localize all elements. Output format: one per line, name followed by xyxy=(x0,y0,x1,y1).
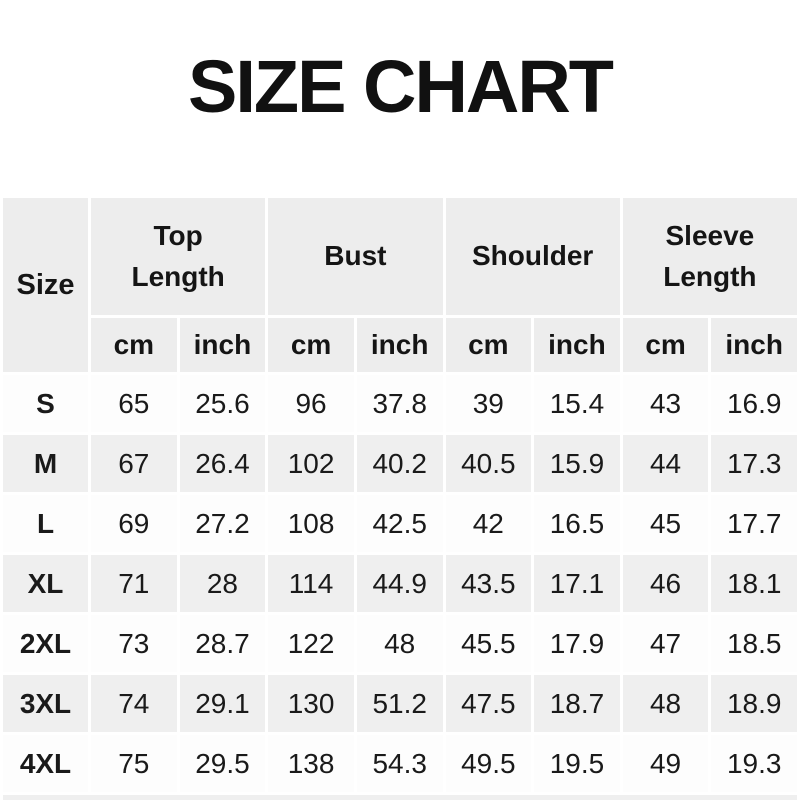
table-cell: 28.7 xyxy=(179,615,266,672)
row-size-label: M xyxy=(3,435,88,492)
table-cell: 130 xyxy=(268,675,354,732)
table-cell: 47.5 xyxy=(445,675,532,732)
table-cell: 29.1 xyxy=(179,675,266,732)
table-cell: 27.2 xyxy=(179,495,266,552)
table-cell: 51.2 xyxy=(356,675,443,732)
unit-header-bust-cm: cm xyxy=(268,318,354,372)
unit-header-sleeve-length-inch: inch xyxy=(711,318,797,372)
table-cell: 48 xyxy=(622,675,709,732)
table-cell: 43.5 xyxy=(445,555,532,612)
row-size-label: XL xyxy=(3,555,88,612)
table-cell: 42 xyxy=(445,495,532,552)
column-header-bust: Bust xyxy=(268,198,443,315)
row-size-label: S xyxy=(3,375,88,432)
column-header-shoulder: Shoulder xyxy=(445,198,620,315)
table-cell: 114 xyxy=(268,555,354,612)
table-cell: 16.5 xyxy=(534,495,620,552)
table-cell: 46 xyxy=(622,555,709,612)
table-cell: 18.7 xyxy=(534,675,620,732)
table-cell: 16.9 xyxy=(711,375,797,432)
table-cell: 42.5 xyxy=(356,495,443,552)
unit-header-bust-inch: inch xyxy=(356,318,443,372)
table-cell: 102 xyxy=(268,435,354,492)
table-cell: 19.3 xyxy=(711,735,797,792)
table-cell: 40.2 xyxy=(356,435,443,492)
table-cell: 37.8 xyxy=(356,375,443,432)
row-size-label: 3XL xyxy=(3,675,88,732)
table-cell: 15.4 xyxy=(534,375,620,432)
table-cell: 122 xyxy=(268,615,354,672)
table-cell: 67 xyxy=(91,435,177,492)
table-cell: 48 xyxy=(356,615,443,672)
table-cell: 108 xyxy=(268,495,354,552)
table-cell: 26.4 xyxy=(179,435,266,492)
row-size-label: 4XL xyxy=(3,735,88,792)
table-cell: 43 xyxy=(622,375,709,432)
table-cell: 19.5 xyxy=(534,735,620,792)
unit-header-top-length-inch: inch xyxy=(179,318,266,372)
table-cell: 96 xyxy=(268,375,354,432)
table-cell: 17.3 xyxy=(711,435,797,492)
unit-header-shoulder-inch: inch xyxy=(534,318,620,372)
table-bottom-edge xyxy=(3,795,797,800)
table-cell: 54.3 xyxy=(356,735,443,792)
table-cell: 69 xyxy=(91,495,177,552)
table-cell: 40.5 xyxy=(445,435,532,492)
table-cell: 65 xyxy=(91,375,177,432)
table-cell: 17.1 xyxy=(534,555,620,612)
table-cell: 45 xyxy=(622,495,709,552)
table-cell: 47 xyxy=(622,615,709,672)
table-cell: 18.1 xyxy=(711,555,797,612)
page-title: SIZE CHART xyxy=(188,45,614,128)
table-cell: 45.5 xyxy=(445,615,532,672)
table-cell: 44.9 xyxy=(356,555,443,612)
table-cell: 25.6 xyxy=(179,375,266,432)
column-header-sleeve-length: Sleeve Length xyxy=(622,198,797,315)
unit-header-shoulder-cm: cm xyxy=(445,318,532,372)
table-cell: 73 xyxy=(91,615,177,672)
table-cell: 71 xyxy=(91,555,177,612)
table-cell: 15.9 xyxy=(534,435,620,492)
column-header-size: Size xyxy=(3,198,88,372)
table-cell: 75 xyxy=(91,735,177,792)
table-cell: 39 xyxy=(445,375,532,432)
table-cell: 28 xyxy=(179,555,266,612)
table-cell: 18.5 xyxy=(711,615,797,672)
table-cell: 49 xyxy=(622,735,709,792)
table-cell: 17.7 xyxy=(711,495,797,552)
unit-header-top-length-cm: cm xyxy=(91,318,177,372)
table-cell: 49.5 xyxy=(445,735,532,792)
row-size-label: L xyxy=(3,495,88,552)
table-cell: 44 xyxy=(622,435,709,492)
size-chart-table: Size Top Length Bust Shoulder Sleeve Length c… xyxy=(3,198,797,792)
table-cell: 17.9 xyxy=(534,615,620,672)
row-size-label: 2XL xyxy=(3,615,88,672)
column-header-top-length: Top Length xyxy=(91,198,266,315)
table-cell: 29.5 xyxy=(179,735,266,792)
table-cell: 18.9 xyxy=(711,675,797,732)
unit-header-sleeve-length-cm: cm xyxy=(622,318,709,372)
table-cell: 74 xyxy=(91,675,177,732)
table-cell: 138 xyxy=(268,735,354,792)
